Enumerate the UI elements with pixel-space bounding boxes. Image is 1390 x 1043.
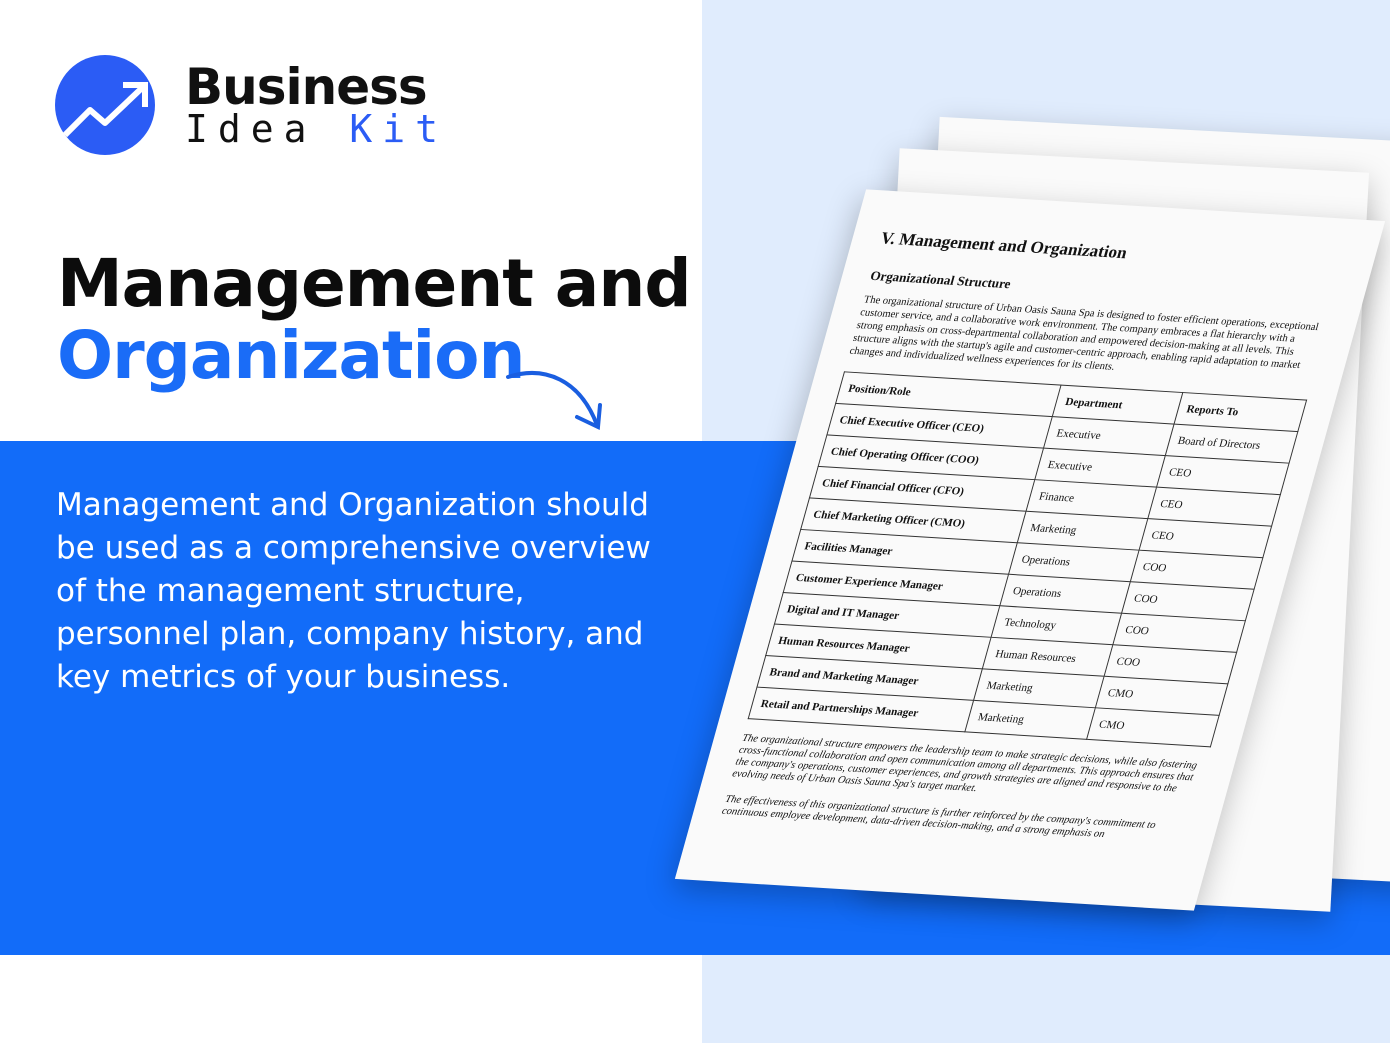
table-cell: CMO — [1086, 707, 1220, 747]
doc-para2: The organizational structure empowers th… — [730, 732, 1199, 795]
org-table: Position/Role Department Reports To Chie… — [748, 371, 1308, 747]
trend-arrow-icon — [55, 55, 155, 155]
title-line1: Management and — [57, 245, 692, 322]
brand-kit: Kit — [349, 107, 449, 151]
table-cell: Marketing — [965, 700, 1096, 740]
curved-arrow-icon — [506, 371, 602, 431]
brand-line1: Business — [185, 58, 428, 116]
brand-idea: Idea — [185, 107, 317, 151]
description: Management and Organization should be us… — [56, 487, 651, 695]
logo: Business Idea Kit — [55, 55, 448, 155]
page-title: Management and Organization — [57, 245, 692, 394]
title-line2: Organization — [57, 317, 525, 394]
doc-heading: V. Management and Organization — [878, 228, 1130, 263]
